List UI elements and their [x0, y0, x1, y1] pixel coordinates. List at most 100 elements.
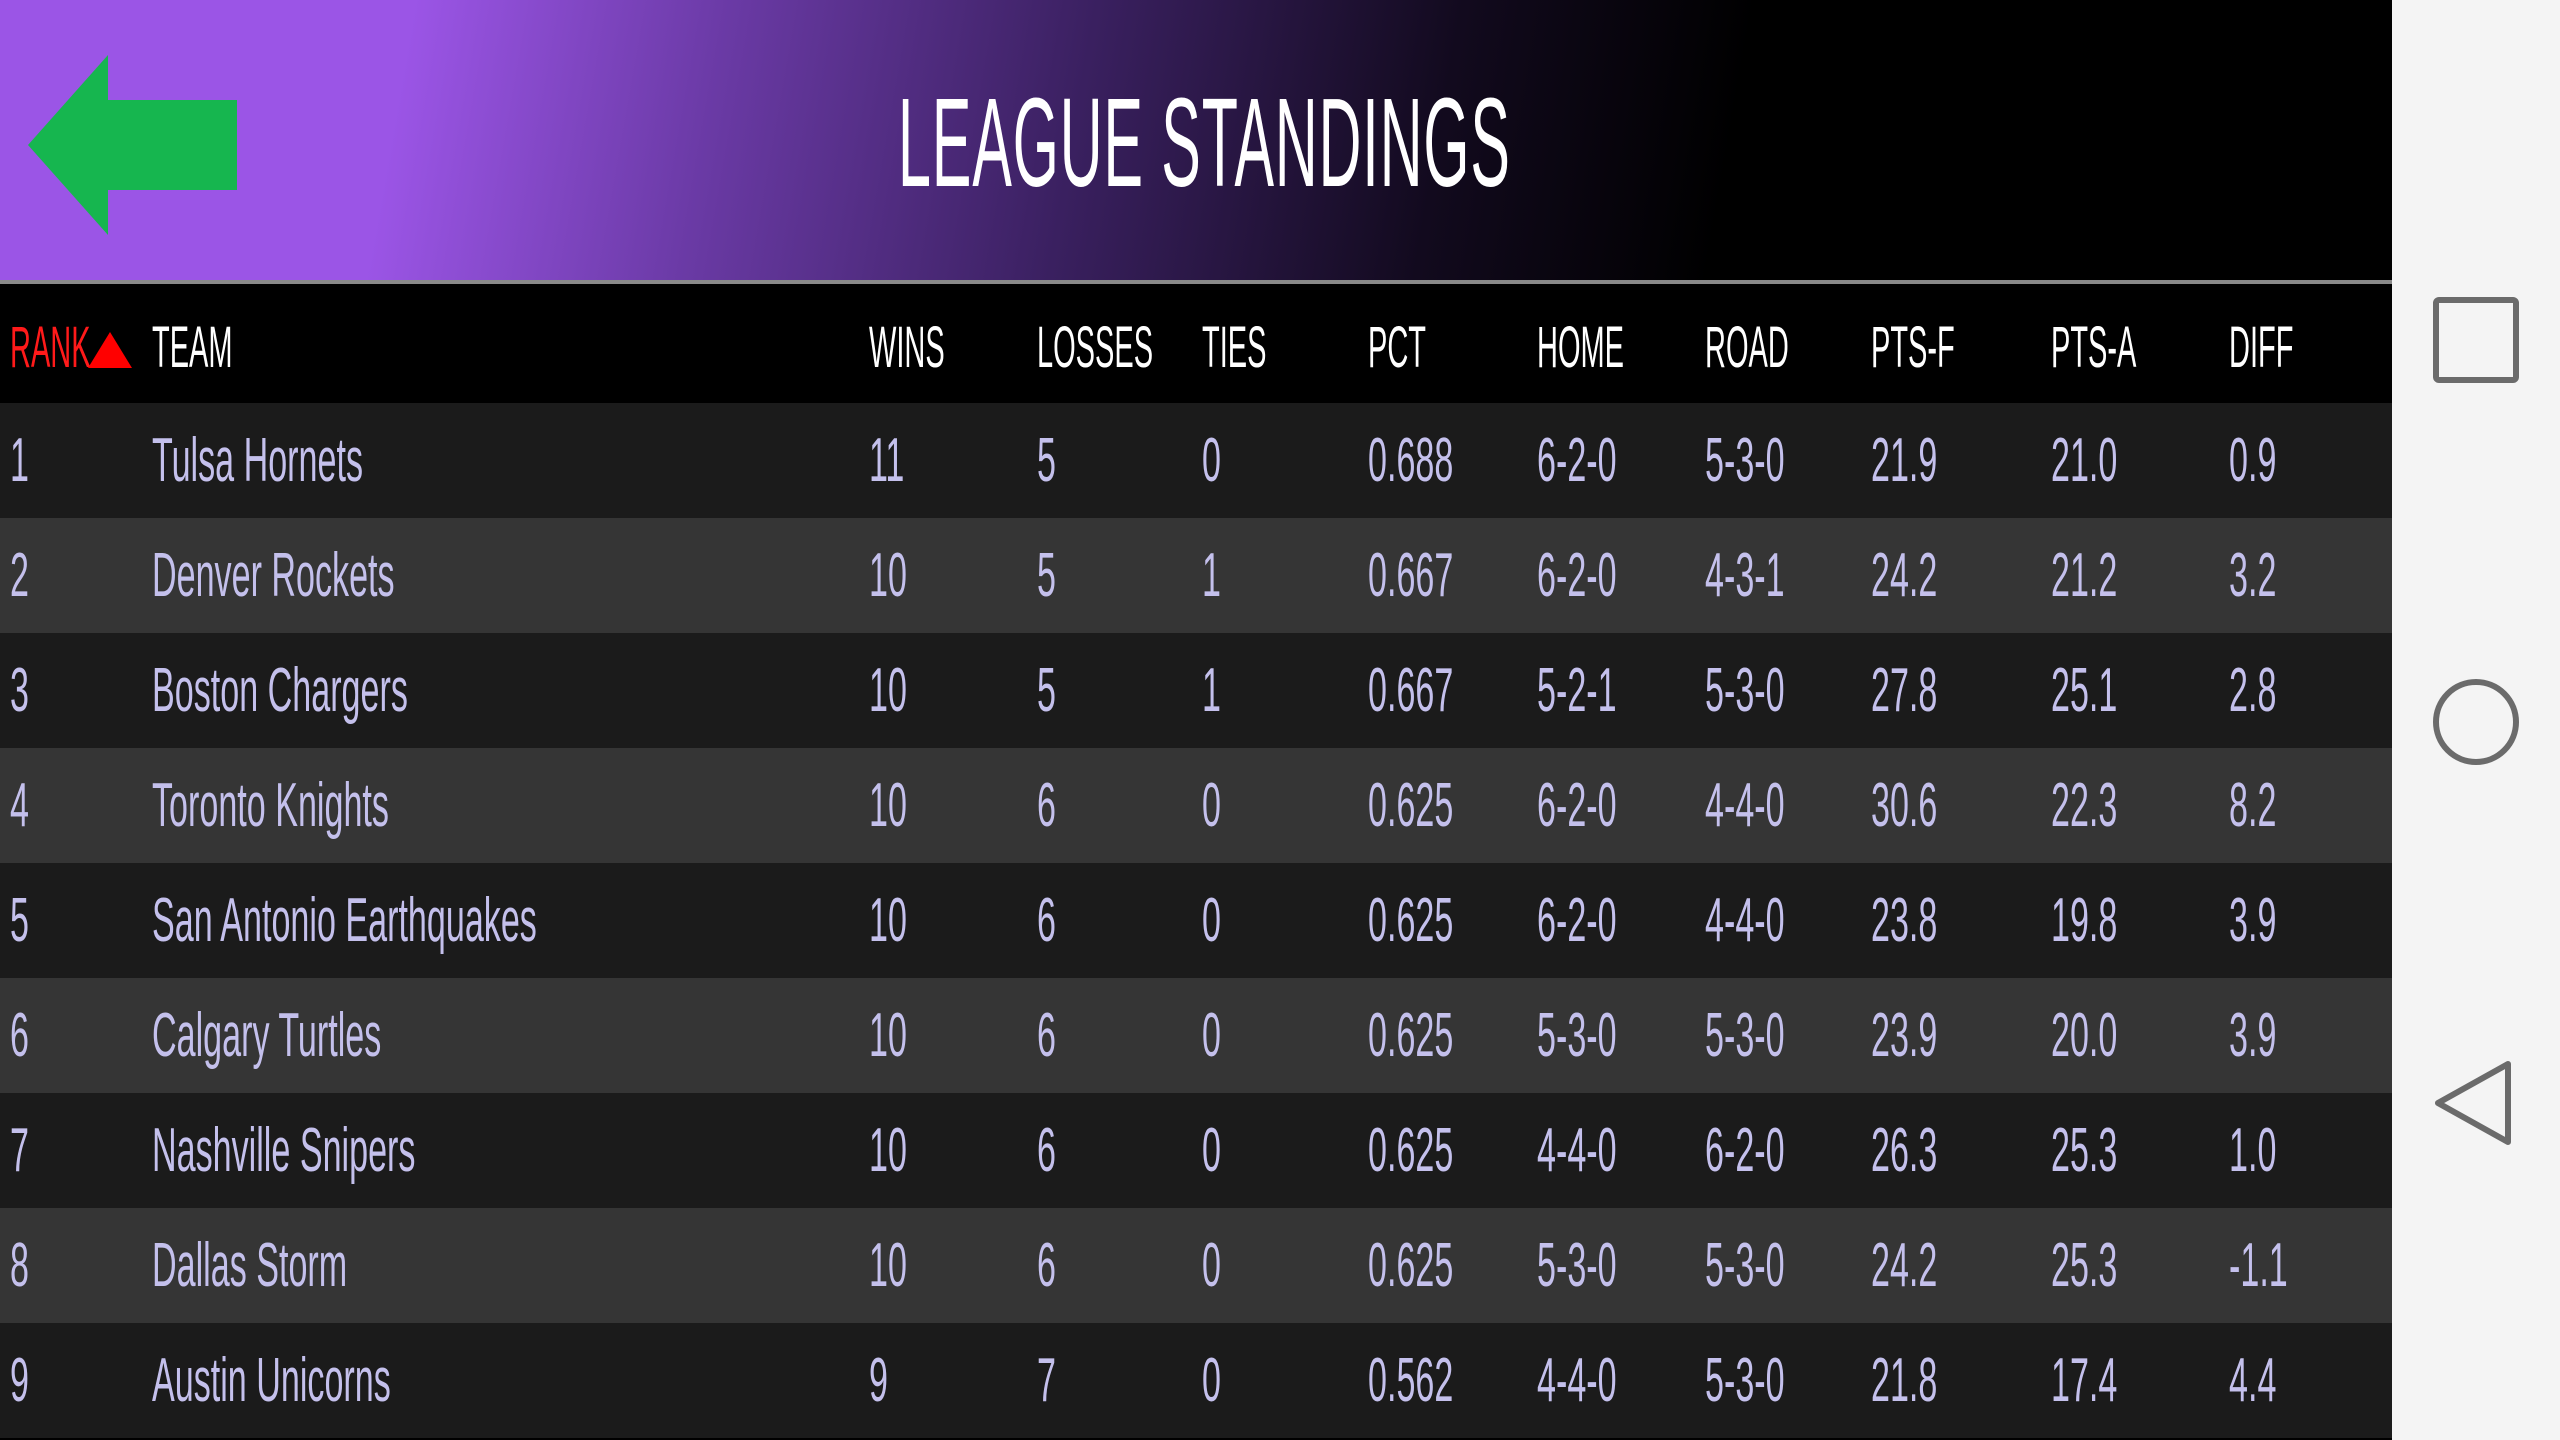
cell-rank: 6 — [10, 1001, 29, 1070]
cell-home: 6-2-0 — [1537, 771, 1617, 840]
cell-ties: 0 — [1202, 426, 1221, 495]
back-triangle-icon[interactable] — [2432, 1058, 2516, 1148]
cell-ties: 0 — [1202, 886, 1221, 955]
sort-ascending-icon[interactable] — [88, 332, 132, 368]
cell-diff: 3.9 — [2229, 886, 2277, 955]
cell-home: 4-4-0 — [1537, 1116, 1617, 1185]
column-header-home[interactable]: HOME — [1537, 315, 1624, 380]
table-row[interactable]: 8 Dallas Storm 10 6 0 0.625 5-3-0 5-3-0 24.2 25.3… — [0, 1208, 2392, 1323]
column-header-diff[interactable]: DIFF — [2229, 315, 2294, 380]
cell-pct: 0.562 — [1368, 1346, 1454, 1415]
cell-home: 6-2-0 — [1537, 541, 1617, 610]
cell-wins: 9 — [869, 1346, 888, 1415]
cell-road: 5-3-0 — [1705, 656, 1785, 725]
cell-wins: 10 — [869, 771, 907, 840]
table-row[interactable]: 4 Toronto Knights 10 6 0 0.625 6-2-0 4-4-0 30.6 2… — [0, 748, 2392, 863]
cell-losses: 5 — [1037, 656, 1056, 725]
cell-diff: 8.2 — [2229, 771, 2277, 840]
column-header-wins[interactable]: WINS — [869, 315, 945, 380]
cell-diff: 4.4 — [2229, 1346, 2277, 1415]
cell-pts-f: 30.6 — [1871, 771, 1938, 840]
column-header-losses[interactable]: LOSSES — [1037, 315, 1154, 380]
table-row[interactable]: 1 Tulsa Hornets 11 5 0 0.688 6-2-0 5-3-0 21.9 21.… — [0, 403, 2392, 518]
cell-losses: 5 — [1037, 541, 1056, 610]
back-arrow-icon[interactable] — [28, 55, 238, 235]
cell-road: 5-3-0 — [1705, 1001, 1785, 1070]
cell-pts-a: 17.4 — [2051, 1346, 2118, 1415]
cell-wins: 10 — [869, 886, 907, 955]
table-row[interactable]: 5 San Antonio Earthquakes 10 6 0 0.625 6-2-0 4-… — [0, 863, 2392, 978]
cell-team: Denver Rockets — [152, 541, 395, 610]
cell-pts-f: 26.3 — [1871, 1116, 1938, 1185]
column-header-ties[interactable]: TIES — [1202, 315, 1267, 380]
cell-pct: 0.625 — [1368, 1001, 1454, 1070]
cell-diff: -1.1 — [2229, 1231, 2288, 1300]
cell-pct: 0.625 — [1368, 1231, 1454, 1300]
cell-pct: 0.625 — [1368, 771, 1454, 840]
table-row[interactable]: 2 Denver Rockets 10 5 1 0.667 6-2-0 4-3-1 24.2 21… — [0, 518, 2392, 633]
cell-ties: 1 — [1202, 656, 1221, 725]
cell-pts-a: 25.3 — [2051, 1116, 2118, 1185]
cell-pct: 0.625 — [1368, 1116, 1454, 1185]
table-row[interactable]: 9 Austin Unicorns 9 7 0 0.562 4-4-0 5-3-0 21.8 17… — [0, 1323, 2392, 1438]
cell-road: 4-4-0 — [1705, 771, 1785, 840]
header-bar: LEAGUE STANDINGS — [0, 0, 2392, 284]
cell-diff: 2.8 — [2229, 656, 2277, 725]
column-header-team[interactable]: TEAM — [152, 315, 233, 380]
cell-rank: 7 — [10, 1116, 29, 1185]
cell-team: Austin Unicorns — [152, 1346, 391, 1415]
cell-team: Dallas Storm — [152, 1231, 348, 1300]
cell-rank: 8 — [10, 1231, 29, 1300]
cell-road: 5-3-0 — [1705, 1346, 1785, 1415]
cell-losses: 6 — [1037, 1116, 1056, 1185]
cell-ties: 0 — [1202, 1001, 1221, 1070]
cell-pts-a: 21.0 — [2051, 426, 2118, 495]
cell-home: 5-3-0 — [1537, 1231, 1617, 1300]
cell-pts-f: 24.2 — [1871, 541, 1938, 610]
column-header-pts-a[interactable]: PTS-A — [2051, 315, 2137, 380]
cell-team: Calgary Turtles — [152, 1001, 382, 1070]
cell-team: Toronto Knights — [152, 771, 389, 840]
cell-diff: 3.9 — [2229, 1001, 2277, 1070]
column-header-road[interactable]: ROAD — [1705, 315, 1789, 380]
cell-pts-f: 24.2 — [1871, 1231, 1938, 1300]
column-header-pts-f[interactable]: PTS-F — [1871, 315, 1955, 380]
cell-pts-a: 19.8 — [2051, 886, 2118, 955]
cell-road: 6-2-0 — [1705, 1116, 1785, 1185]
table-row[interactable]: 7 Nashville Snipers 10 6 0 0.625 4-4-0 6-2-0 26.… — [0, 1093, 2392, 1208]
cell-pts-a: 21.2 — [2051, 541, 2118, 610]
cell-road: 5-3-0 — [1705, 1231, 1785, 1300]
cell-losses: 6 — [1037, 886, 1056, 955]
home-circle-icon[interactable] — [2430, 676, 2522, 768]
cell-pts-f: 21.9 — [1871, 426, 1938, 495]
table-row[interactable]: 6 Calgary Turtles 10 6 0 0.625 5-3-0 5-3-0 23.9 2… — [0, 978, 2392, 1093]
cell-team: Tulsa Hornets — [152, 426, 363, 495]
page-title: LEAGUE STANDINGS — [898, 72, 1511, 213]
recents-square-icon[interactable] — [2432, 296, 2520, 384]
cell-road: 4-3-1 — [1705, 541, 1785, 610]
cell-ties: 0 — [1202, 1346, 1221, 1415]
cell-diff: 3.2 — [2229, 541, 2277, 610]
cell-diff: 1.0 — [2229, 1116, 2277, 1185]
cell-pct: 0.688 — [1368, 426, 1454, 495]
cell-team: San Antonio Earthquakes — [152, 886, 537, 955]
cell-rank: 9 — [10, 1346, 29, 1415]
cell-rank: 2 — [10, 541, 29, 610]
table-header: RANK TEAM WINS LOSSES TIES PCT HOME ROAD PTS-F PT… — [0, 288, 2392, 403]
cell-rank: 1 — [10, 426, 29, 495]
cell-pts-f: 27.8 — [1871, 656, 1938, 725]
cell-wins: 10 — [869, 656, 907, 725]
cell-home: 6-2-0 — [1537, 886, 1617, 955]
cell-losses: 5 — [1037, 426, 1056, 495]
cell-ties: 1 — [1202, 541, 1221, 610]
cell-pct: 0.625 — [1368, 886, 1454, 955]
cell-losses: 6 — [1037, 771, 1056, 840]
table-row[interactable]: 3 Boston Chargers 10 5 1 0.667 5-2-1 5-3-0 27.8 2… — [0, 633, 2392, 748]
cell-pts-a: 22.3 — [2051, 771, 2118, 840]
cell-team: Boston Chargers — [152, 656, 408, 725]
cell-home: 5-3-0 — [1537, 1001, 1617, 1070]
column-header-rank[interactable]: RANK — [10, 315, 91, 380]
cell-home: 5-2-1 — [1537, 656, 1617, 725]
column-header-pct[interactable]: PCT — [1368, 315, 1426, 380]
cell-losses: 6 — [1037, 1231, 1056, 1300]
